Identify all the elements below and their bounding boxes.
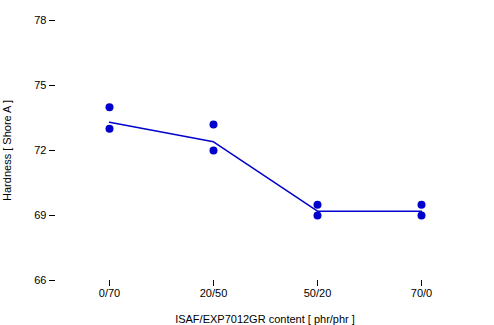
svg-text:50/20: 50/20 [304, 287, 332, 299]
svg-text:Hardness [ Shore A ]: Hardness [ Shore A ] [1, 100, 13, 201]
svg-text:78: 78 [34, 14, 46, 26]
svg-text:ISAF/EXP7012GR content [ phr/p: ISAF/EXP7012GR content [ phr/phr ] [175, 313, 355, 325]
svg-text:69: 69 [34, 209, 46, 221]
svg-text:75: 75 [34, 79, 46, 91]
svg-text:66: 66 [34, 274, 46, 286]
svg-text:70/0: 70/0 [411, 287, 432, 299]
svg-text:0/70: 0/70 [99, 287, 120, 299]
svg-text:20/50: 20/50 [200, 287, 228, 299]
svg-text:72: 72 [34, 144, 46, 156]
